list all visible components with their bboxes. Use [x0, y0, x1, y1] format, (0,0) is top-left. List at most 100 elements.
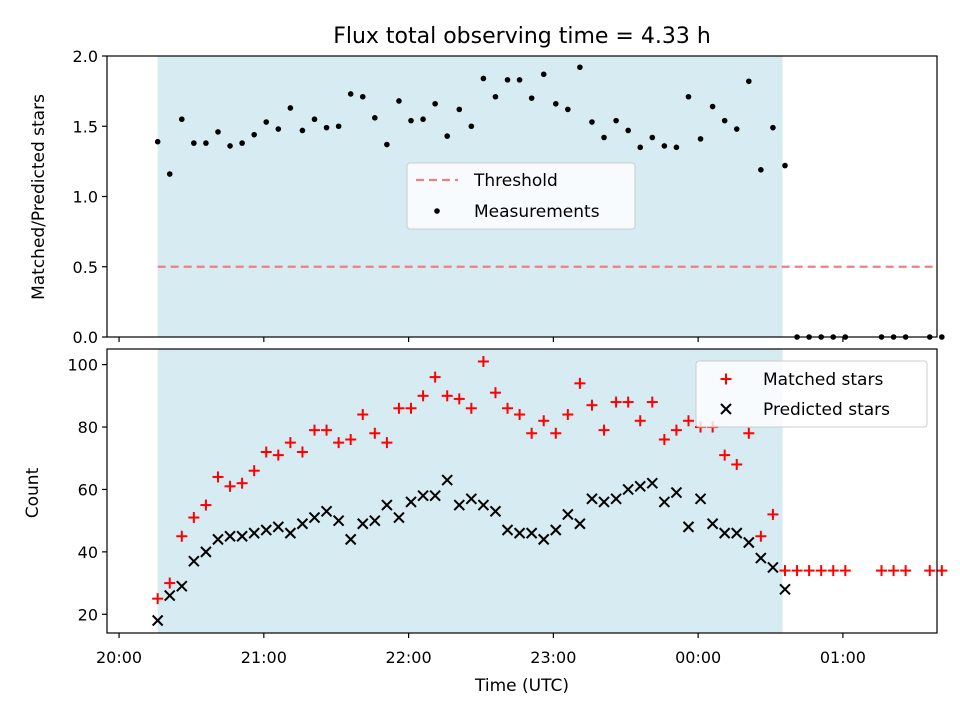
matched-star-point	[248, 465, 260, 477]
measurement-point	[299, 127, 306, 134]
cross-b	[574, 518, 586, 530]
predicted-star-point	[658, 496, 671, 508]
top-y-tick-label: 0.0	[73, 328, 98, 347]
matched-star-point	[200, 499, 212, 511]
top-x-axis-ticks	[118, 337, 844, 342]
measurement-point	[335, 123, 342, 130]
measurement-point	[577, 64, 583, 71]
measurement-point	[601, 134, 607, 141]
matched-star-point	[550, 427, 562, 439]
matched-star-point	[634, 415, 646, 427]
matched-star-point	[779, 565, 791, 577]
legend-measurements-swatch	[434, 208, 440, 214]
x-tick-label: 23:00	[530, 648, 576, 667]
legend-threshold-label: Threshold	[473, 171, 558, 191]
matched-star-point	[743, 427, 755, 439]
cross-b	[562, 508, 574, 521]
matched-star-point	[719, 449, 731, 461]
cross-b	[538, 533, 550, 546]
predicted-star-point	[477, 499, 490, 511]
cross-b	[694, 493, 707, 505]
matched-star-point	[670, 424, 682, 436]
cross-b	[465, 493, 478, 505]
measurement-point	[552, 100, 559, 107]
cross-b	[224, 530, 236, 542]
predicted-star-point	[694, 493, 707, 505]
cross-b	[779, 583, 791, 596]
measurement-point	[347, 91, 354, 97]
predicted-star-point	[308, 511, 321, 524]
predicted-star-point	[151, 614, 164, 627]
measurement-point	[709, 103, 716, 110]
cross-b	[320, 505, 333, 517]
measurement-point	[613, 117, 619, 124]
predicted-star-point	[260, 524, 272, 536]
cross-b	[610, 493, 622, 505]
predicted-star-point	[164, 589, 176, 602]
measurement-point	[432, 100, 438, 107]
legend-measurements-label: Measurements	[474, 202, 600, 222]
measurement-point	[540, 71, 547, 78]
measurement-point	[939, 334, 945, 340]
matched-star-point	[936, 565, 948, 577]
cross-b	[720, 403, 732, 415]
predicted-star-point	[417, 489, 429, 502]
matched-star-point	[188, 512, 200, 524]
predicted-star-point	[550, 524, 562, 536]
matched-star-point	[526, 427, 538, 439]
measurement-point	[456, 106, 463, 113]
predicted-star-point	[200, 546, 212, 558]
measurement-point	[661, 143, 668, 149]
predicted-star-point	[731, 527, 743, 539]
cross-b	[670, 486, 683, 499]
bottom-observing-window-shade	[157, 349, 783, 633]
matched-star-point	[586, 399, 598, 411]
measurement-point	[721, 117, 728, 124]
measurement-point	[685, 93, 692, 100]
top-y-tick-label: 1.5	[73, 117, 98, 136]
legend-predicted-label: Predicted stars	[763, 400, 890, 420]
measurement-point	[251, 131, 257, 138]
predicted-star-point	[622, 483, 634, 496]
matched-star-point	[489, 387, 501, 399]
predicted-star-point	[429, 489, 441, 502]
measurement-point	[528, 95, 535, 101]
matched-star-point	[646, 396, 658, 408]
measurement-point	[468, 123, 475, 130]
matched-star-point	[381, 437, 393, 449]
cross-b	[284, 527, 297, 539]
cross-b	[344, 533, 357, 546]
measurement-point	[782, 162, 788, 169]
legend-matched-marker	[720, 373, 732, 385]
legend-matched-label: Matched stars	[763, 370, 883, 390]
matched-star-point	[900, 565, 912, 577]
cross-b	[272, 521, 285, 533]
matched-star-point	[429, 371, 441, 383]
predicted-star-point	[381, 499, 393, 511]
measurement-point	[384, 141, 390, 148]
top-legend: Threshold Measurements	[406, 162, 636, 230]
predicted-star-point	[525, 527, 538, 539]
cross-b	[248, 527, 260, 539]
matched-star-point	[441, 390, 453, 402]
predicted-star-point	[562, 508, 574, 521]
measurement-point	[733, 126, 740, 132]
matched-star-point	[502, 402, 514, 414]
predicted-star-point	[610, 493, 622, 505]
matched-star-point	[767, 508, 779, 520]
measurement-point	[408, 117, 414, 124]
measurement-point	[420, 116, 426, 123]
cross-b	[332, 514, 345, 527]
cross-b	[743, 536, 755, 549]
matched-star-point	[839, 565, 851, 577]
matched-star-point	[791, 565, 803, 577]
cross-b	[586, 493, 598, 505]
measurement-point	[166, 171, 173, 177]
measurement-point	[649, 134, 656, 141]
matched-star-point	[345, 434, 357, 446]
measurement-point	[311, 116, 318, 123]
measurement-point	[372, 115, 378, 121]
predicted-star-point	[248, 527, 260, 539]
measurement-point	[239, 140, 245, 146]
x-tick-label: 01:00	[820, 648, 866, 667]
